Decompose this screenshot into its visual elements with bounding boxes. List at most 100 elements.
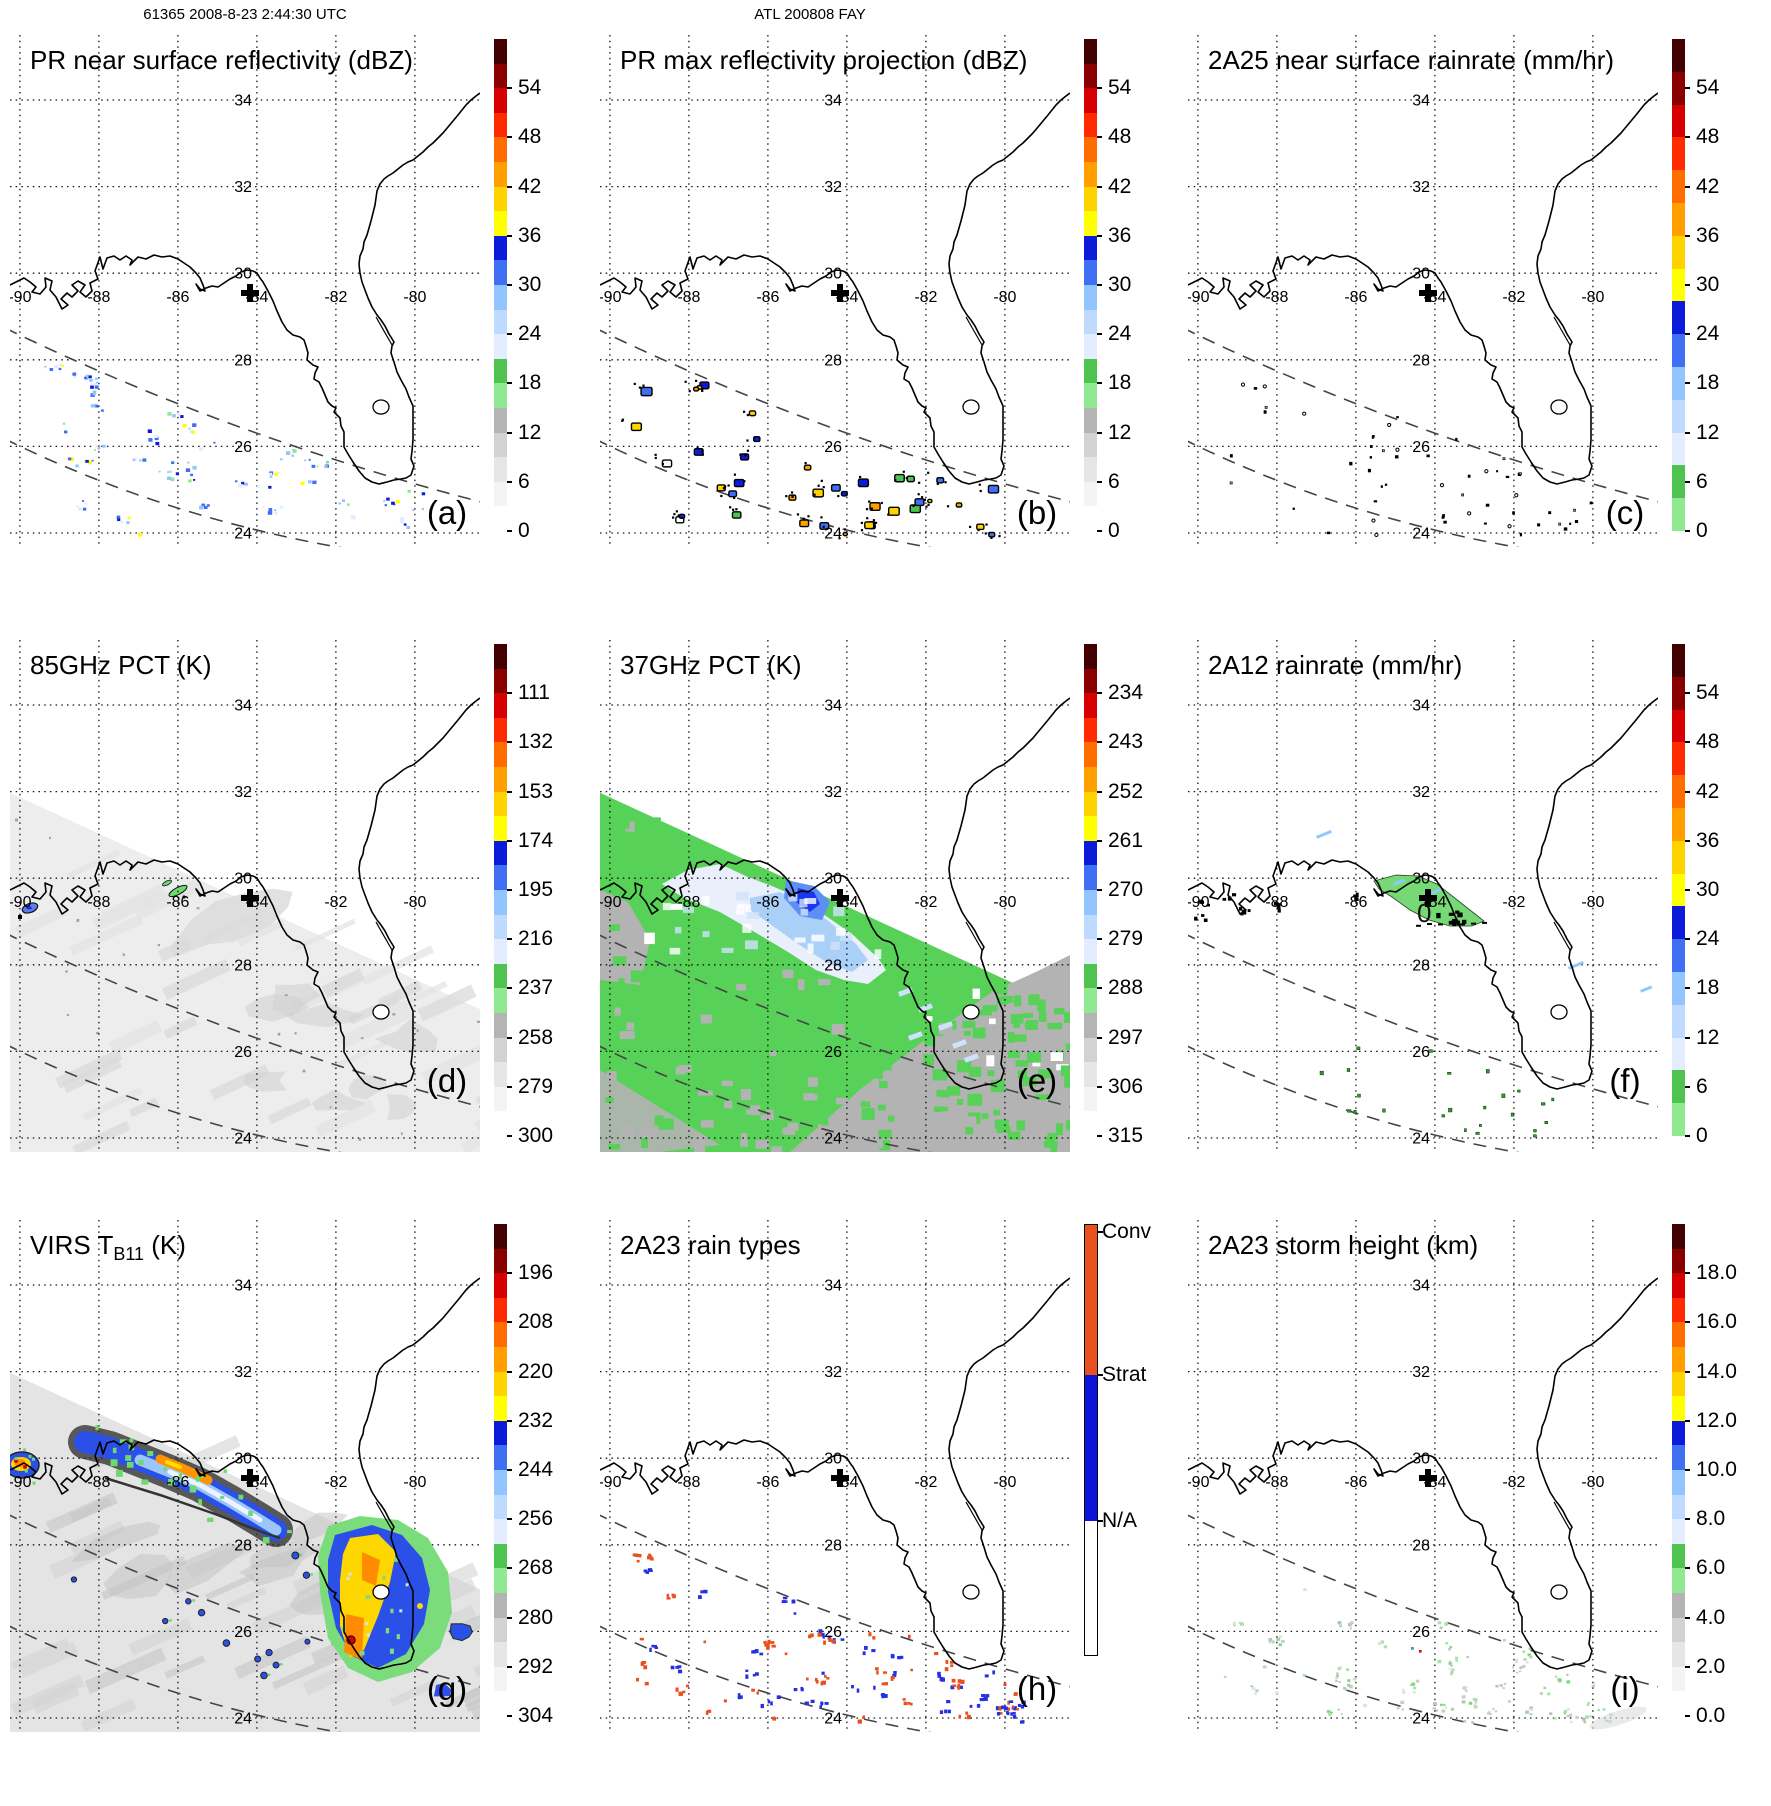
lat-label: 24 — [1412, 1711, 1430, 1728]
lat-label: 34 — [824, 1278, 842, 1295]
colorbar-d: 111 132 153 174 195 216 237 258 279 300 — [494, 644, 590, 1147]
lat-label: 34 — [1412, 93, 1430, 110]
colorbar-gradient — [1672, 1224, 1685, 1717]
lat-label: 30 — [824, 1451, 842, 1468]
lat-label: 24 — [824, 1711, 842, 1728]
panel-title: PR max reflectivity projection (dBZ) — [620, 45, 1027, 75]
colorbar-tick-label: 18 — [518, 371, 542, 395]
lake-okeechobee — [1550, 1004, 1568, 1020]
lon-label: -90 — [600, 289, 622, 306]
storm-center-marker — [1419, 1469, 1437, 1487]
lon-label: -90 — [1188, 894, 1210, 911]
colorbar-tick-label: 48 — [1108, 125, 1132, 149]
rain-type-label: N/A — [1102, 1509, 1138, 1532]
colorbar-i: 18.0 16.0 14.0 12.0 10.0 8.0 6.0 4.0 2.0 0.0 — [1672, 1224, 1768, 1727]
lake-okeechobee — [962, 399, 980, 415]
swath-edge-lines — [600, 934, 1070, 1152]
lon-label: -80 — [993, 1474, 1016, 1491]
colorbar-tick-label: 30 — [518, 273, 542, 296]
swath-edge-lines — [1188, 934, 1658, 1152]
panel-title: 85GHz PCT (K) — [30, 650, 212, 680]
lat-label: 30 — [234, 871, 252, 888]
lat-label: 32 — [824, 1364, 842, 1381]
panel-i: 34 32 30 28 26 24 -90 -88 -86 -84 -82 -80 (i) 2A23 st… — [1180, 1220, 1768, 1806]
lagoon-line — [1553, 921, 1571, 951]
lon-label: -80 — [1581, 289, 1604, 306]
lat-label: 34 — [234, 698, 252, 715]
lake-okeechobee — [372, 1004, 390, 1020]
rain-type-speckles — [632, 1553, 1026, 1724]
max-reflectivity-cells — [621, 379, 1001, 540]
colorbar-tick-label: 237 — [518, 976, 554, 1000]
graticule — [1188, 1220, 1658, 1732]
rain-type-label: Strat — [1102, 1363, 1147, 1386]
lon-label: -90 — [10, 1474, 32, 1491]
lat-label: 30 — [824, 266, 842, 283]
lat-label: 30 — [1412, 266, 1430, 283]
lat-label: 24 — [1412, 526, 1430, 543]
lat-label: 34 — [234, 93, 252, 110]
colorbar-tick-label: 174 — [518, 828, 554, 852]
lagoon-line — [375, 316, 393, 346]
lagoon-line — [375, 921, 393, 951]
lagoon-line — [965, 316, 983, 346]
lake-okeechobee — [1550, 1584, 1568, 1600]
lat-label: 24 — [234, 1131, 252, 1148]
swath-edge-lines — [10, 329, 480, 547]
colorbar-tick-label: 288 — [1108, 976, 1144, 1000]
colorbar-tick-label: 36 — [1696, 223, 1720, 247]
swath-edge-lines — [1188, 329, 1658, 547]
lat-label: 30 — [824, 871, 842, 888]
panel-title: VIRS TB11 (K) — [30, 1230, 186, 1264]
lat-label: 32 — [1412, 179, 1430, 196]
colorbar-tick-label: 24 — [518, 322, 542, 346]
lon-label: -82 — [1502, 894, 1525, 911]
graticule — [600, 640, 1070, 1152]
lat-label: 28 — [1412, 1537, 1430, 1554]
graticule — [10, 1220, 480, 1732]
colorbar-tick-label: 24 — [1108, 322, 1132, 346]
colorbar-tick-label: 195 — [518, 878, 554, 901]
colorbar-tick-label: 24 — [1696, 927, 1720, 951]
swath-edge-lines — [600, 329, 1070, 547]
lat-label: 32 — [824, 179, 842, 196]
colorbar-tick-label: 304 — [518, 1704, 554, 1727]
colorbar-tick-label: 36 — [1108, 223, 1132, 247]
graticule — [600, 35, 1070, 547]
lat-label: 34 — [234, 1278, 252, 1295]
colorbar-tick-label: 0.0 — [1696, 1704, 1726, 1727]
lat-label: 26 — [1412, 439, 1430, 456]
colorbar-tick-label: 279 — [518, 1074, 554, 1098]
colorbar-tick-label: 243 — [1108, 730, 1144, 754]
colorbar-gradient — [494, 1224, 507, 1717]
panel-letter: (h) — [1017, 1670, 1057, 1707]
lon-label: -90 — [1188, 289, 1210, 306]
colorbar-tick-label: 196 — [518, 1261, 554, 1285]
lat-label: 28 — [234, 352, 252, 369]
swath-underlay — [600, 792, 1070, 1152]
graticule — [10, 35, 480, 547]
colorbar-tick-label: 48 — [518, 125, 542, 149]
lon-label: -80 — [993, 289, 1016, 306]
lon-label: -88 — [1265, 1474, 1288, 1491]
orbit-timestamp-header: 61365 2008-8-23 2:44:30 UTC — [143, 6, 347, 23]
colorbar-gradient — [1084, 39, 1097, 532]
colorbar-tick-label: 252 — [1108, 779, 1144, 803]
lon-label: -90 — [600, 1474, 622, 1491]
lon-label: -86 — [166, 289, 189, 306]
lon-label: -80 — [403, 1474, 426, 1491]
rain-type-label: Conv — [1102, 1220, 1152, 1243]
colorbar-tick-label: 18 — [1696, 371, 1720, 395]
storm-height-speckles — [1223, 1588, 1647, 1730]
lat-label: 32 — [234, 784, 252, 801]
colorbar-b: 54 48 42 36 30 24 18 12 6 0 — [1084, 39, 1180, 542]
lon-label: -82 — [324, 1474, 347, 1491]
colorbar-tick-label: 18 — [1696, 976, 1720, 1000]
lon-label: -88 — [677, 289, 700, 306]
lon-label: -88 — [87, 289, 110, 306]
lon-label: -88 — [87, 894, 110, 911]
colorbar-tick-label: 132 — [518, 730, 554, 754]
